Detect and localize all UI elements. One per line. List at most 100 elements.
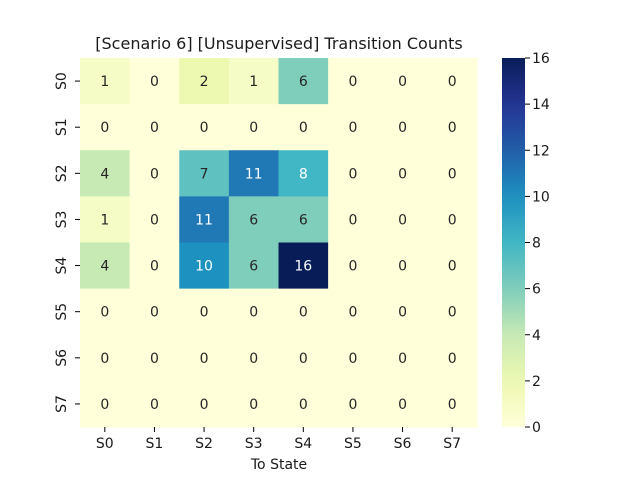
- cell-value-label: 0: [200, 397, 209, 413]
- cell-value-label: 0: [150, 74, 159, 90]
- heatmap-cell: [80, 242, 131, 290]
- heatmap-cell: [80, 380, 131, 428]
- heatmap-cell: [80, 104, 131, 151]
- colorbar-tick-label: 2: [532, 374, 541, 390]
- heatmap-cell: [427, 288, 478, 336]
- cell-value-label: 0: [150, 166, 159, 182]
- cell-value-label: 0: [348, 120, 357, 136]
- cell-value-label: 0: [448, 351, 457, 367]
- heatmap-cell: [179, 104, 230, 151]
- cell-value-label: 0: [398, 397, 407, 413]
- x-tick-label: S0: [96, 436, 114, 452]
- heatmap-cell: [80, 150, 131, 197]
- colorbar-tick-label: 8: [532, 236, 541, 252]
- colorbar-tick-label: 6: [532, 282, 541, 298]
- cell-value-label: 4: [100, 259, 109, 275]
- heatmap-cell: [377, 104, 428, 151]
- cell-value-label: 11: [245, 166, 263, 182]
- cell-value-label: 0: [398, 212, 407, 228]
- cell-value-label: 0: [150, 259, 159, 275]
- cell-value-label: 0: [448, 397, 457, 413]
- heatmap-cell: [278, 150, 329, 197]
- heatmap-cell: [427, 380, 478, 428]
- heatmap-cell: [427, 242, 478, 290]
- heatmap-cell: [328, 288, 379, 336]
- cell-value-label: 0: [100, 351, 109, 367]
- heatmap-cell: [179, 334, 230, 382]
- cell-value-label: 0: [200, 351, 209, 367]
- heatmap-cell: [179, 196, 230, 243]
- heatmap-cell: [328, 334, 379, 382]
- cell-value-label: 0: [348, 166, 357, 182]
- heatmap-cell: [228, 196, 279, 243]
- cell-value-label: 0: [448, 259, 457, 275]
- heatmap-cell: [228, 288, 279, 336]
- cell-value-label: 7: [200, 166, 209, 182]
- colorbar-tick-label: 12: [532, 143, 550, 159]
- cell-value-label: 0: [150, 212, 159, 228]
- cell-value-label: 6: [299, 74, 308, 90]
- cell-value-label: 0: [398, 166, 407, 182]
- cell-value-label: 0: [448, 74, 457, 90]
- heatmap-cell: [328, 58, 379, 105]
- cell-value-labels: 1 0 2 1 6 0 0 00 0 0 0 0 0 0 04 0 7 11 8 0 0 01 0 11 6 6 0 0 04 0 10 6 1…: [100, 74, 456, 413]
- cell-value-label: 0: [398, 351, 407, 367]
- x-tick-label: S3: [245, 436, 263, 452]
- cell-value-label: 0: [100, 120, 109, 136]
- heatmap-cell: [328, 242, 379, 290]
- heatmap-cell: [328, 150, 379, 197]
- heatmap-cell: [328, 196, 379, 243]
- cell-value-label: 1: [249, 74, 258, 90]
- heatmap-cell: [278, 334, 329, 382]
- cell-value-label: 0: [398, 259, 407, 275]
- heatmap-cell: [427, 334, 478, 382]
- cell-value-label: 0: [348, 212, 357, 228]
- heatmap-cell: [179, 380, 230, 428]
- cell-value-label: 0: [348, 305, 357, 321]
- cell-value-label: 0: [150, 351, 159, 367]
- cell-value-label: 6: [249, 212, 258, 228]
- heatmap-cell: [228, 104, 279, 151]
- cell-value-label: 11: [195, 212, 213, 228]
- cell-value-label: 0: [150, 397, 159, 413]
- heatmap-cell: [328, 380, 379, 428]
- heatmap-cell: [179, 288, 230, 336]
- cell-value-label: 0: [398, 120, 407, 136]
- heatmap-cell: [278, 242, 329, 290]
- heatmap-cell: [129, 58, 180, 105]
- cell-value-label: 10: [195, 259, 213, 275]
- heatmap-cell: [377, 242, 428, 290]
- heatmap-cell: [129, 334, 180, 382]
- cell-value-label: 4: [100, 166, 109, 182]
- cell-value-label: 16: [294, 259, 312, 275]
- heatmap-cell: [427, 150, 478, 197]
- colorbar-ticks: 0 2 4 6 8 10 12 14 16: [525, 51, 550, 436]
- heatmap-cells: [80, 58, 478, 428]
- heatmap-cell: [377, 196, 428, 243]
- cell-value-label: 0: [299, 397, 308, 413]
- cell-value-label: 2: [200, 74, 209, 90]
- colorbar-tick-label: 10: [532, 189, 550, 205]
- heatmap-cell: [129, 196, 180, 243]
- colorbar: [502, 58, 525, 427]
- cell-value-label: 0: [299, 351, 308, 367]
- cell-value-label: 0: [348, 397, 357, 413]
- cell-value-label: 0: [348, 351, 357, 367]
- heatmap-cell: [278, 58, 329, 105]
- cell-value-label: 1: [100, 74, 109, 90]
- cell-value-label: 0: [150, 305, 159, 321]
- cell-value-label: 0: [299, 305, 308, 321]
- cell-value-label: 0: [249, 397, 258, 413]
- heatmap-cell: [80, 288, 131, 336]
- cell-value-label: 0: [448, 212, 457, 228]
- heatmap-cell: [80, 334, 131, 382]
- y-tick-label: S3: [54, 211, 70, 229]
- heatmap-cell: [179, 58, 230, 105]
- x-tick-label: S4: [294, 436, 312, 452]
- x-axis-label: To State: [250, 457, 307, 473]
- colorbar-tick-label: 0: [532, 420, 541, 436]
- heatmap-cell: [179, 242, 230, 290]
- heatmap-cell: [129, 104, 180, 151]
- colorbar-tick-label: 4: [532, 328, 541, 344]
- cell-value-label: 0: [448, 305, 457, 321]
